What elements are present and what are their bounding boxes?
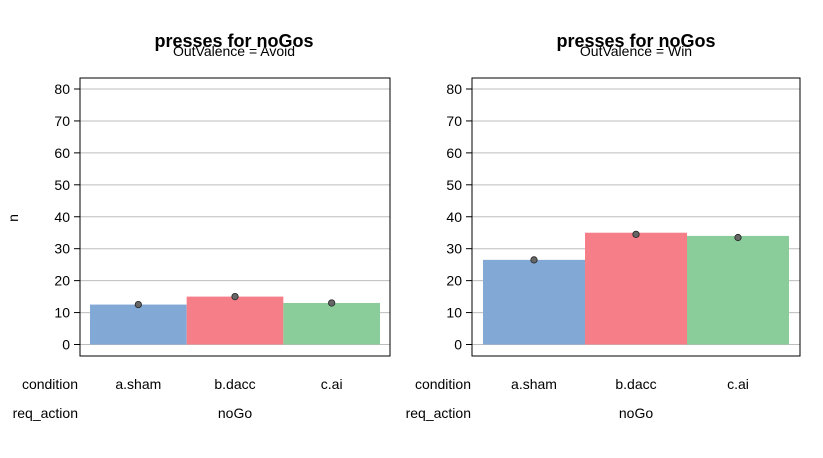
y-tick-label: 30 [446, 241, 462, 257]
category-label: b.dacc [214, 376, 255, 392]
category-label: a.sham [115, 376, 161, 392]
y-tick-label: 30 [54, 241, 70, 257]
y-tick-label: 60 [446, 145, 462, 161]
y-tick-label: 10 [54, 305, 70, 321]
panel-title: presses for noGos [556, 31, 715, 51]
y-tick-label: 70 [54, 113, 70, 129]
panel-subtitle: OutValence = Win [580, 43, 692, 59]
bar [483, 259, 585, 345]
category-label: b.dacc [615, 376, 656, 392]
y-tick-label: 10 [446, 305, 462, 321]
y-tick-label: 40 [446, 209, 462, 225]
y-tick-label: 60 [54, 145, 70, 161]
panel-title: presses for noGos [154, 31, 313, 51]
bar [687, 235, 789, 345]
panel-subtitle: OutValence = Avoid [173, 43, 295, 59]
bar [283, 302, 380, 345]
data-point [231, 292, 239, 301]
category-label: c.ai [321, 376, 343, 392]
y-tick-label: 80 [446, 81, 462, 97]
y-tick-label: 50 [54, 177, 70, 193]
factor-name-req-action: req_action [406, 405, 471, 421]
category-label: a.sham [511, 376, 557, 392]
y-tick-label: 50 [446, 177, 462, 193]
group-label: noGo [218, 405, 252, 421]
data-point [530, 256, 538, 264]
data-point [734, 233, 742, 242]
factor-name-req-action: req_action [13, 405, 78, 421]
data-point [328, 299, 336, 307]
y-tick-label: 80 [54, 81, 70, 97]
factor-name-condition: condition [415, 376, 471, 392]
category-label: c.ai [727, 376, 749, 392]
bar [186, 296, 284, 345]
group-label: noGo [619, 405, 653, 421]
data-point [632, 230, 640, 238]
y-tick-label: 0 [454, 337, 462, 353]
y-tick-label: 0 [62, 337, 70, 353]
bar [90, 304, 187, 345]
y-tick-label: 20 [446, 273, 462, 289]
y-axis-label: n [5, 214, 21, 222]
factor-name-condition: condition [22, 376, 78, 392]
bar [585, 232, 687, 345]
data-point [134, 300, 142, 309]
y-tick-label: 40 [54, 209, 70, 225]
y-tick-label: 20 [54, 273, 70, 289]
y-tick-label: 70 [446, 113, 462, 129]
